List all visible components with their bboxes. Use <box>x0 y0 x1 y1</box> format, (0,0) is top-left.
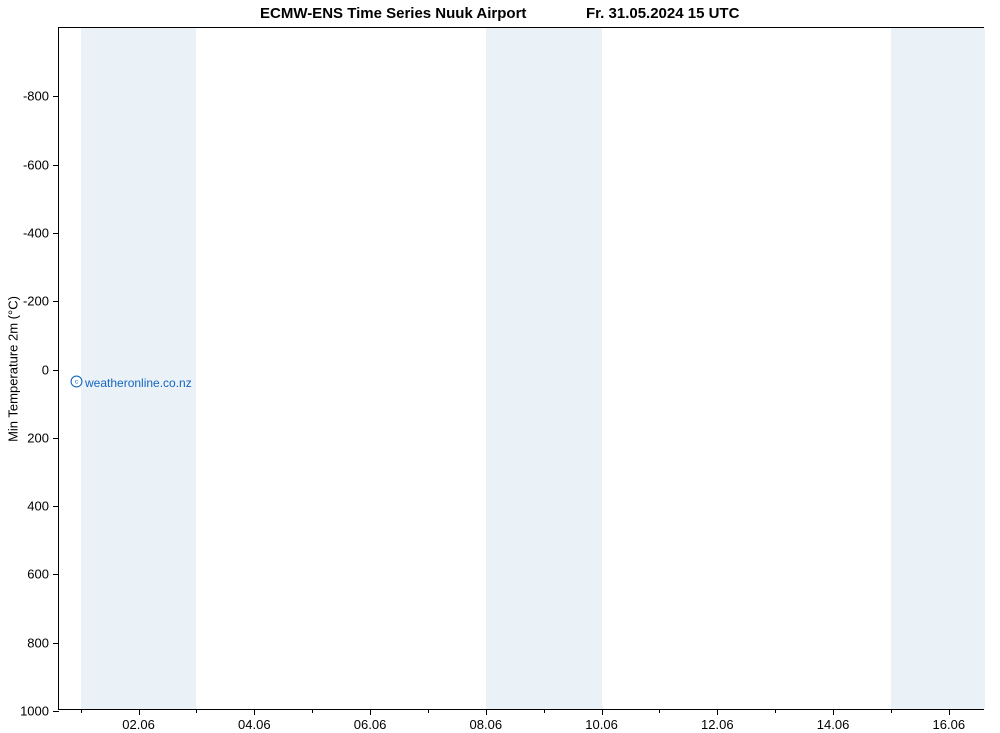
x-minor-tick <box>312 709 313 713</box>
y-tick-label: -400 <box>23 225 49 240</box>
copyright-icon: c <box>70 375 83 391</box>
x-tick-label: 16.06 <box>933 717 966 732</box>
y-tick <box>53 438 59 439</box>
x-minor-tick <box>544 709 545 713</box>
x-tick-label: 12.06 <box>701 717 734 732</box>
chart-title-left: ECMW-ENS Time Series Nuuk Airport <box>260 5 526 22</box>
y-tick <box>53 301 59 302</box>
y-tick <box>53 165 59 166</box>
x-minor-tick <box>428 709 429 713</box>
x-tick <box>254 709 255 715</box>
y-tick-label: 400 <box>27 499 49 514</box>
y-axis-label: Min Temperature 2m (°C) <box>6 296 21 442</box>
y-tick-label: 200 <box>27 430 49 445</box>
weekend-band <box>486 28 602 709</box>
x-tick-label: 04.06 <box>238 717 271 732</box>
x-tick-label: 06.06 <box>354 717 387 732</box>
y-tick <box>53 96 59 97</box>
plot-area: c weatheronline.co.nz -800-600-400-20002… <box>58 27 984 710</box>
x-tick <box>949 709 950 715</box>
x-minor-tick <box>891 709 892 713</box>
x-minor-tick <box>196 709 197 713</box>
x-tick <box>833 709 834 715</box>
weekend-band <box>891 28 985 709</box>
x-tick <box>717 709 718 715</box>
y-tick-label: -800 <box>23 89 49 104</box>
chart-container: ECMW-ENS Time Series Nuuk Airport Fr. 31… <box>0 0 1000 733</box>
y-tick-label: 800 <box>27 635 49 650</box>
y-tick-label: 0 <box>42 362 49 377</box>
x-tick <box>139 709 140 715</box>
x-tick-label: 02.06 <box>122 717 155 732</box>
y-tick <box>53 506 59 507</box>
y-tick-label: -200 <box>23 294 49 309</box>
y-tick-label: -600 <box>23 157 49 172</box>
x-tick-label: 14.06 <box>817 717 850 732</box>
watermark-text: weatheronline.co.nz <box>85 376 192 390</box>
x-tick <box>486 709 487 715</box>
y-tick <box>53 643 59 644</box>
chart-title-right: Fr. 31.05.2024 15 UTC <box>586 5 739 22</box>
y-tick-label: 600 <box>27 567 49 582</box>
y-tick <box>53 711 59 712</box>
watermark: c weatheronline.co.nz <box>70 375 192 391</box>
y-tick <box>53 370 59 371</box>
x-tick-label: 08.06 <box>470 717 503 732</box>
y-tick-label: 1000 <box>20 704 49 719</box>
x-tick <box>602 709 603 715</box>
x-tick-label: 10.06 <box>585 717 618 732</box>
weekend-band <box>81 28 197 709</box>
y-tick <box>53 574 59 575</box>
x-minor-tick <box>659 709 660 713</box>
x-minor-tick <box>775 709 776 713</box>
svg-text:c: c <box>75 379 79 386</box>
x-minor-tick <box>81 709 82 713</box>
y-tick <box>53 233 59 234</box>
x-tick <box>370 709 371 715</box>
